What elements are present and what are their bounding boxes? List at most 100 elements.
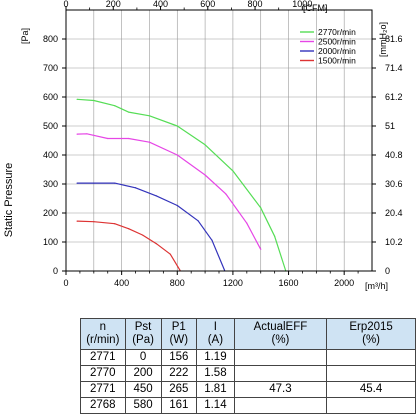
y-tick-label: 0 <box>53 266 58 276</box>
column-header-line2: (%) <box>362 334 380 346</box>
data-point <box>148 115 151 117</box>
performance-table: n (r/min) Pst (Pa) P1 (W) I (A) ActualEFF (%) Erp2… <box>80 318 416 414</box>
y-axis-title: Static Pressure <box>3 163 15 238</box>
table-cell <box>326 349 416 366</box>
data-point <box>204 174 206 176</box>
data-point <box>274 235 276 237</box>
data-point <box>176 154 178 156</box>
y2-tick-label: 40.8 <box>385 150 403 160</box>
table-cell <box>326 365 416 382</box>
table-header-row: n (r/min) Pst (Pa) P1 (W) I (A) ActualEFF (%) Erp2… <box>80 318 416 350</box>
data-point <box>114 223 116 225</box>
column-header-line1: n <box>99 321 106 333</box>
x2-tick-label: 400 <box>153 0 168 9</box>
data-point <box>93 99 95 102</box>
table-cell: 2770 <box>80 365 126 382</box>
performance-chart: 0 400 800 1200 1600 2000010020030040050060070… <box>20 0 403 291</box>
table-cell <box>233 397 328 414</box>
y2-tick-label: 81.6 <box>385 34 403 44</box>
x2-tick-label: 1000 <box>292 0 312 9</box>
column-header: Erp2015 (%) <box>326 318 416 350</box>
table-cell: 1.19 <box>196 349 235 366</box>
table-cell: 1.58 <box>196 365 235 382</box>
series-line <box>77 220 181 271</box>
y-tick-label: 700 <box>43 63 58 73</box>
data-point <box>197 220 199 222</box>
data-point <box>176 125 178 127</box>
data-point <box>134 187 137 189</box>
x-tick-label: 0 <box>63 278 68 288</box>
y2-tick-label: 71.4 <box>385 63 403 73</box>
table-cell: 1.14 <box>196 397 235 414</box>
column-header: P1 (W) <box>160 318 198 350</box>
x2-tick-label: 800 <box>248 0 263 9</box>
table-cell: 450 <box>124 381 162 398</box>
table-cell: 222 <box>160 365 198 382</box>
chart-ticks: 0 400 800 1200 1600 2000010020030040050060070… <box>43 0 403 288</box>
column-header-line1: P1 <box>171 321 186 333</box>
y2-tick-label: 61.2 <box>385 92 403 102</box>
column-header-line2: (%) <box>271 334 290 346</box>
y-tick-label: 400 <box>43 150 58 160</box>
y2-tick-label: 30.6 <box>385 179 403 189</box>
table-cell: 2771 <box>80 381 126 398</box>
column-header: n (r/min) <box>80 318 126 350</box>
data-point <box>169 253 171 255</box>
data-point <box>93 221 95 223</box>
data-point <box>127 111 130 113</box>
y-tick-label: 300 <box>43 179 58 189</box>
data-point <box>114 105 116 107</box>
column-header-line1: Pst <box>134 321 152 333</box>
data-point <box>93 182 95 184</box>
series-line <box>77 133 262 250</box>
y-unit-label: [Pa] <box>20 28 30 44</box>
table-row: 2771 0 156 1.19 <box>80 349 416 366</box>
x-tick-label: 400 <box>114 278 129 288</box>
column-header: ActualEFF (%) <box>233 318 328 350</box>
data-point <box>127 137 130 140</box>
column-header-line2: (Pa) <box>132 334 154 346</box>
x2-tick-label: 200 <box>106 0 121 9</box>
column-header-line1: ActualEFF <box>253 321 308 333</box>
column-header-line1: Erp2015 <box>349 321 393 333</box>
chart-series <box>76 98 287 272</box>
column-header: Pst (Pa) <box>124 318 162 350</box>
table-cell: 156 <box>160 349 198 366</box>
series-line <box>77 182 226 271</box>
data-point <box>86 133 88 135</box>
data-point <box>246 222 248 224</box>
x2-tick-label: 0 <box>63 0 68 9</box>
data-point <box>232 170 234 172</box>
data-point <box>107 137 109 140</box>
table-cell: 580 <box>124 397 162 414</box>
column-header: I (A) <box>196 318 235 350</box>
table-row: 2768 580 161 1.14 <box>80 397 416 414</box>
data-point <box>260 207 262 209</box>
data-point <box>211 239 213 241</box>
x2-tick-label: 600 <box>200 0 215 9</box>
table-cell: 2771 <box>80 349 126 366</box>
y-tick-label: 500 <box>43 121 58 131</box>
y2-tick-label: 20.4 <box>385 208 403 218</box>
y2-tick-label: 51 <box>385 121 395 131</box>
x-tick-label: 1600 <box>279 278 299 288</box>
legend-entry: 2500r/min <box>318 37 356 47</box>
data-point <box>76 220 78 222</box>
data-point <box>76 133 78 135</box>
x-unit-label: [m³/h] <box>365 281 388 291</box>
y-tick-label: 600 <box>43 92 58 102</box>
table-cell: 47.3 <box>233 381 328 398</box>
legend-entry: 2770r/min <box>318 27 356 37</box>
data-point <box>155 243 158 245</box>
data-point <box>155 195 158 197</box>
x2-unit-label: [CFM] <box>303 3 328 13</box>
data-point <box>260 248 262 250</box>
table-row: 2770 200 222 1.58 <box>80 365 416 382</box>
table-row: 2771 450 265 1.81 47.3 45.4 <box>80 381 416 398</box>
x-tick-label: 1200 <box>223 278 243 288</box>
data-point <box>204 144 206 146</box>
y2-unit-label: [mmH₂o] <box>378 22 388 57</box>
column-header-line1: I <box>213 321 217 333</box>
data-point <box>76 98 78 100</box>
